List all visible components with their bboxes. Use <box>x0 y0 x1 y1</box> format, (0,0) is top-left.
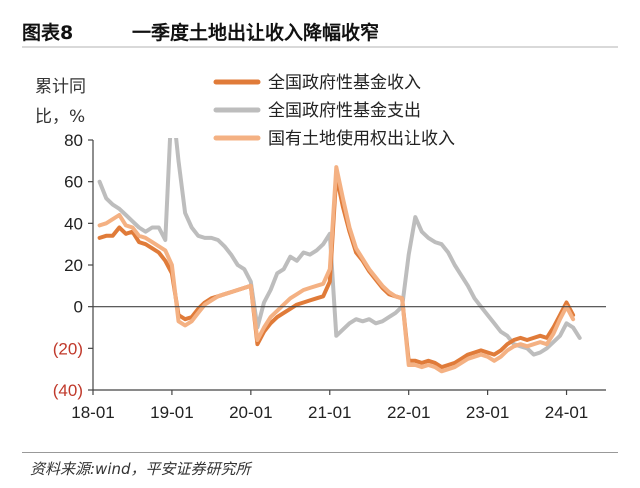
source-note: 资料来源:wind，平安证券研究所 <box>30 460 251 478</box>
series-layer <box>97 138 582 374</box>
axis-layer: 80 60 40 20 0 (20) (40) 18-01 19-01 20-01 21-01 22-… <box>53 131 606 422</box>
series-line-2 <box>97 165 576 374</box>
x-tick-label: 21-01 <box>308 403 351 422</box>
legend-label-1: 全国政府性基金支出 <box>268 101 421 121</box>
y-tick-label: 60 <box>64 173 83 192</box>
y-tick-label: (40) <box>53 381 83 400</box>
figure-title-row: 图表8 一季度土地出让收入降幅收窄 <box>22 12 618 48</box>
y-tick-label: 0 <box>74 298 83 317</box>
y-tick-label: 20 <box>64 256 83 275</box>
y-tick-label: 40 <box>64 214 83 233</box>
x-tick-label: 20-01 <box>229 403 272 422</box>
y-tick-label: (20) <box>53 339 83 358</box>
figure-number: 图表8 <box>22 22 74 44</box>
figure-title: 一季度土地出让收入降幅收窄 <box>132 22 380 44</box>
x-tick-label: 24-01 <box>545 403 588 422</box>
y-axis-label: 累计同比，% <box>35 77 86 127</box>
series-line-1 <box>97 138 582 357</box>
y-tick-label: 80 <box>64 131 83 150</box>
x-tick-label: 18-01 <box>71 403 114 422</box>
legend-label-0: 全国政府性基金收入 <box>268 73 421 93</box>
x-tick-label: 23-01 <box>466 403 509 422</box>
source-row: 资料来源:wind，平安证券研究所 <box>22 452 618 483</box>
x-tick-label: 22-01 <box>387 403 430 422</box>
legend-label-2: 国有土地使用权出让收入 <box>268 128 455 149</box>
x-tick-label: 19-01 <box>150 403 193 422</box>
